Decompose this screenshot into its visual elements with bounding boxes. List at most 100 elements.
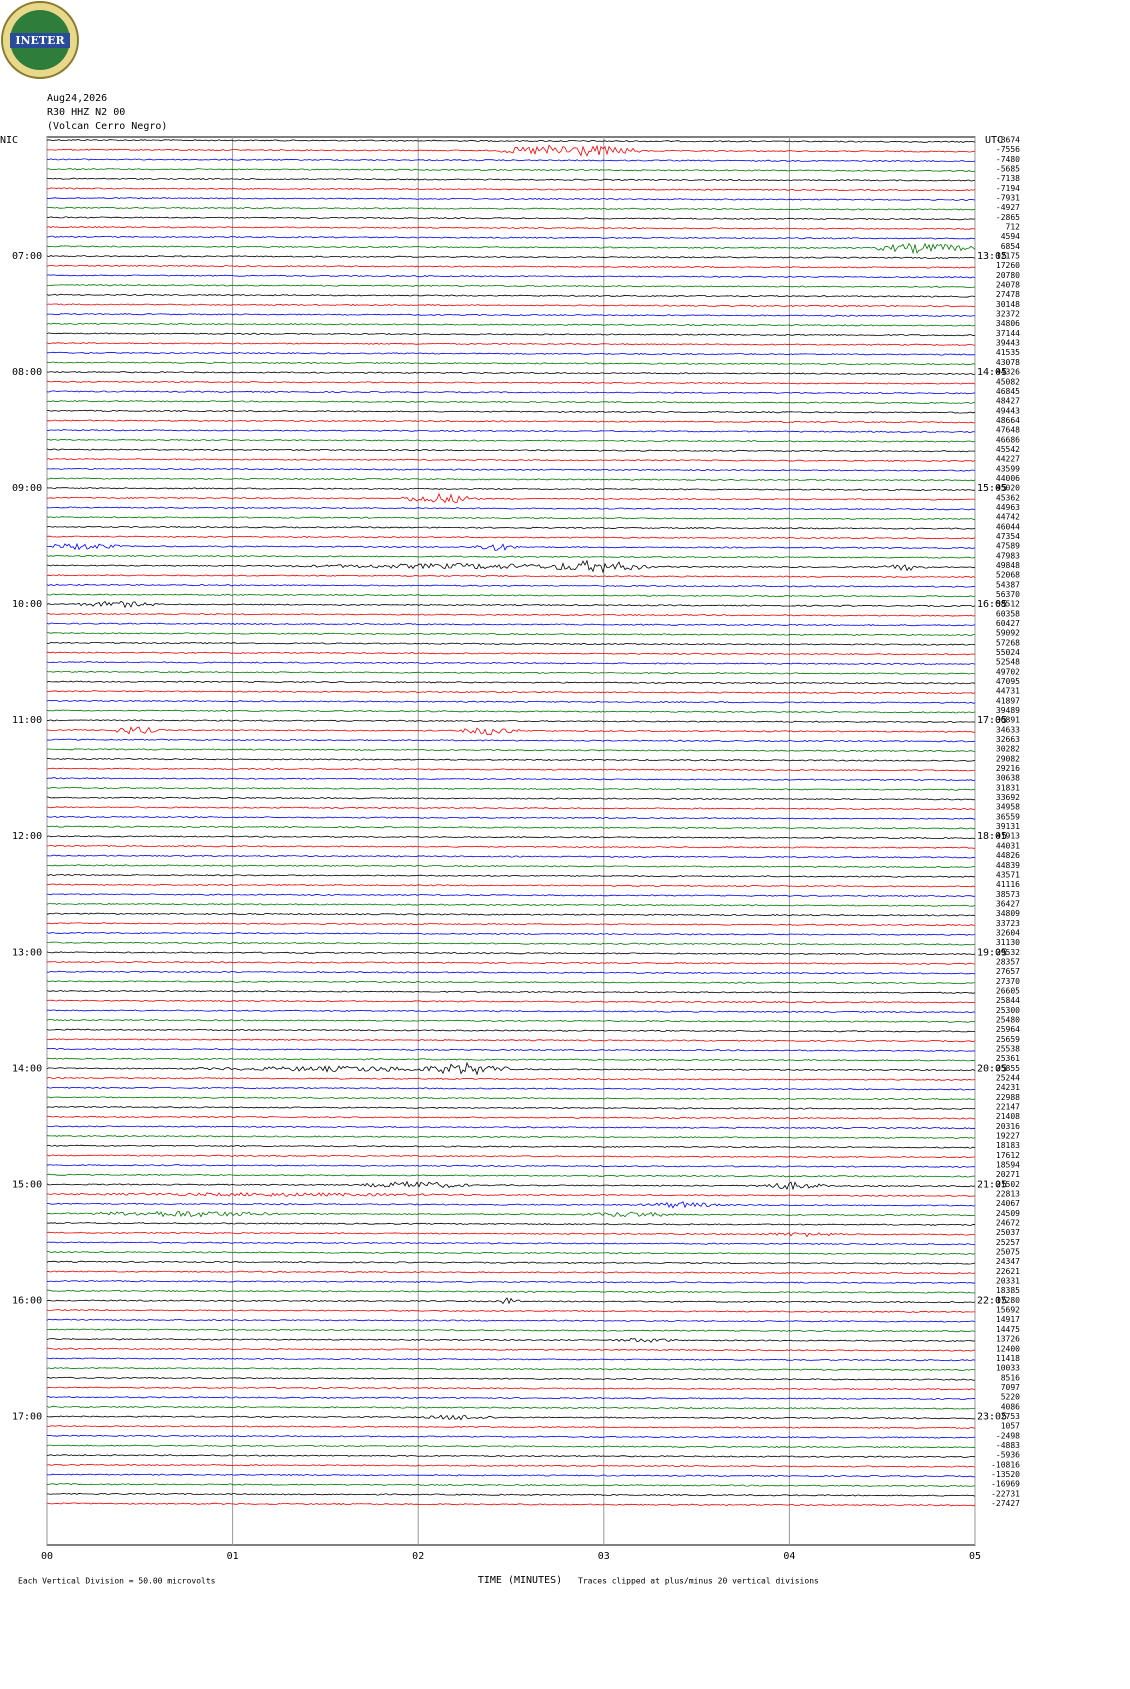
trace-offset: 28357: [996, 957, 1020, 966]
trace-offset: 4086: [1001, 1402, 1020, 1411]
trace-offset: 22621: [996, 1267, 1020, 1276]
right-hour: 23:05: [977, 1411, 1007, 1422]
left-hour: 11:00: [12, 715, 42, 726]
trace-offset: 8516: [1001, 1373, 1020, 1382]
trace: [46, 1180, 976, 1191]
trace: [46, 542, 976, 551]
trace: [46, 999, 976, 1004]
trace-offset: 17612: [996, 1151, 1020, 1160]
trace: [46, 332, 976, 337]
trace: [46, 632, 976, 636]
trace-offset: 24078: [996, 281, 1020, 290]
left-hour: 14:00: [12, 1063, 42, 1074]
trace: [46, 796, 976, 801]
trace-offset: 25037: [996, 1228, 1020, 1237]
trace: [46, 380, 976, 385]
trace-offset: 41913: [996, 832, 1020, 841]
trace: [46, 1280, 976, 1284]
trace-offset: 60427: [996, 619, 1020, 628]
trace-offset: 25361: [996, 1054, 1020, 1063]
trace: [46, 1297, 976, 1305]
trace: [46, 1048, 976, 1052]
trace: [46, 525, 976, 530]
trace: [46, 400, 976, 404]
trace: [47, 361, 976, 366]
trace-offset: 18183: [996, 1141, 1020, 1150]
trace-offset: 43599: [996, 464, 1020, 473]
trace: [46, 448, 976, 453]
trace: [47, 1038, 976, 1043]
trace: [46, 1454, 975, 1458]
trace-offset: 45542: [996, 445, 1020, 454]
trace: [46, 487, 976, 491]
trace-offset: 55024: [996, 648, 1020, 657]
trace: [46, 912, 976, 917]
trace: [46, 554, 976, 559]
trace-offset: 52548: [996, 658, 1020, 667]
left-hour: 09:00: [12, 483, 42, 494]
trace-offset: 20780: [996, 271, 1020, 280]
trace: [46, 1463, 976, 1468]
trace-offset: 44826: [996, 851, 1020, 860]
trace-offset: 25964: [996, 1025, 1020, 1034]
trace: [46, 313, 976, 317]
trace-offset: -13520: [991, 1470, 1020, 1479]
trace-offset: 59092: [996, 629, 1020, 638]
trace-offset: 34633: [996, 725, 1020, 734]
trace-offset: 15692: [996, 1306, 1020, 1315]
right-hour: 20:05: [977, 1063, 1007, 1074]
trace-offset: 18594: [996, 1161, 1020, 1170]
trace: [46, 492, 976, 504]
trace: [46, 767, 976, 772]
trace-offset: 25855: [996, 1064, 1020, 1073]
trace: [46, 835, 976, 840]
trace-offset: 36559: [996, 812, 1020, 821]
trace-offset: 41116: [996, 880, 1020, 889]
trace-offset: 18385: [996, 1286, 1020, 1295]
trace-offset: 34958: [996, 803, 1020, 812]
trace-offset: 41535: [996, 348, 1020, 357]
trace: [46, 1483, 976, 1487]
trace-offset: 27370: [996, 977, 1020, 986]
trace: [46, 371, 976, 375]
trace-offset: 49443: [996, 406, 1020, 415]
trace-offset: -7931: [996, 194, 1020, 203]
trace: [46, 1376, 976, 1381]
trace: [46, 458, 976, 462]
trace-offset: 36891: [996, 716, 1020, 725]
trace-offset: 58512: [996, 600, 1020, 609]
trace: [46, 429, 976, 433]
left-hour: 08:00: [12, 367, 42, 378]
left-hour: 07:00: [12, 251, 42, 262]
trace: [46, 1338, 976, 1343]
trace-offset: 44963: [996, 503, 1020, 512]
trace: [46, 1210, 975, 1218]
trace-offset: -27427: [991, 1499, 1020, 1508]
trace: [46, 1241, 976, 1246]
trace-offset: 20316: [996, 1122, 1020, 1131]
trace: [46, 1201, 976, 1209]
left-hour: 10:00: [12, 599, 42, 610]
trace-offset: 24672: [996, 1219, 1020, 1228]
trace-offset: -7194: [996, 184, 1020, 193]
right-hour: 17:05: [977, 715, 1007, 726]
trace: [46, 1231, 976, 1238]
trace-offset: 34809: [996, 909, 1020, 918]
trace-offset: 25257: [996, 1238, 1020, 1247]
trace: [46, 187, 976, 192]
trace: [46, 177, 976, 182]
x-tick-label: 04: [783, 1551, 795, 1562]
trace-offset: 21502: [996, 1180, 1020, 1189]
trace: [46, 670, 976, 675]
trace: [46, 815, 976, 820]
trace: [47, 1396, 976, 1400]
trace-offset: 33692: [996, 793, 1020, 802]
trace-offset: 52068: [996, 571, 1020, 580]
trace: [46, 806, 976, 811]
trace-offset: -4883: [996, 1441, 1020, 1450]
trace: [46, 1061, 976, 1076]
trace-offset: 11418: [996, 1354, 1020, 1363]
trace-offset: 12175: [996, 252, 1020, 261]
trace-offset: 56370: [996, 590, 1020, 599]
trace: [46, 583, 976, 588]
